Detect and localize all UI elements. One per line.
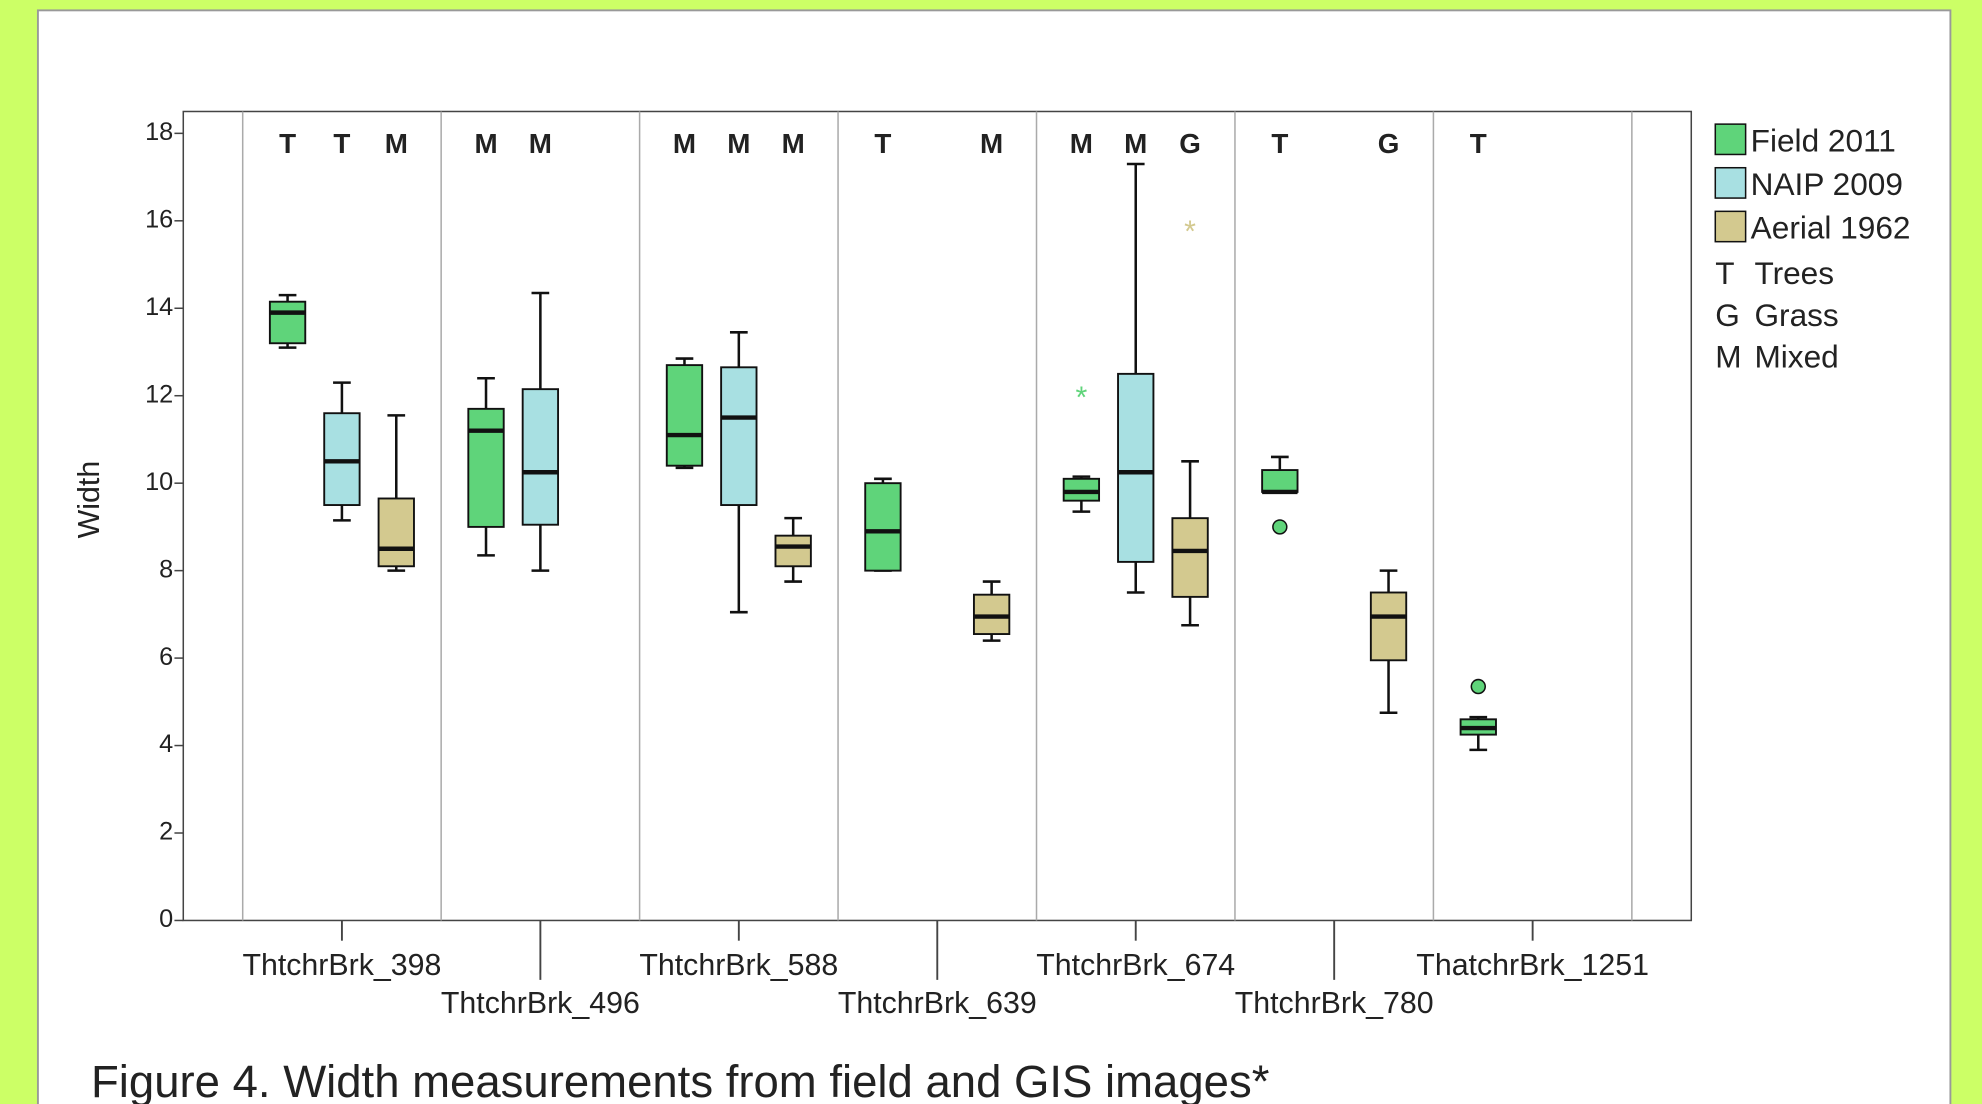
x-tick-label: ThatchrBrk_1251 [1416, 949, 1649, 982]
cover-label: T [1271, 128, 1288, 159]
cover-label: M [385, 128, 408, 159]
box [665, 364, 704, 467]
y-tick-label: 12 [145, 380, 173, 408]
cover-label: T [1470, 128, 1487, 159]
y-tick-label: 4 [159, 730, 173, 758]
y-tick-label: 0 [159, 905, 173, 933]
cover-label: T [874, 128, 891, 159]
legend-label: Aerial 1962 [1751, 210, 1911, 246]
cover-label: M [1070, 128, 1093, 159]
key-code: T [1715, 255, 1734, 291]
cover-label: M [529, 128, 552, 159]
legend-label: Field 2011 [1751, 122, 1896, 158]
box [1117, 372, 1155, 563]
caption: Figure 4. Width measurements from field … [91, 1056, 1269, 1104]
key-label: Grass [1754, 297, 1838, 333]
y-tick-label: 16 [145, 205, 173, 233]
box [377, 497, 415, 568]
plot-area [182, 110, 1693, 922]
y-tick-label: 14 [145, 293, 173, 321]
legend-swatch [1714, 166, 1747, 199]
key-code: M [1715, 339, 1741, 375]
legend-swatch [1714, 210, 1747, 243]
legend-swatch [1714, 123, 1747, 156]
y-tick-label: 10 [145, 468, 173, 496]
extreme: * [1184, 215, 1196, 248]
box [1369, 591, 1408, 662]
cover-label: M [474, 128, 497, 159]
cover-label: M [980, 128, 1003, 159]
x-tick-label: ThtchrBrk_588 [639, 949, 838, 982]
x-tick-label: ThtchrBrk_398 [242, 949, 441, 982]
key-code: G [1715, 297, 1740, 333]
cover-label: T [333, 128, 350, 159]
key-label: Trees [1754, 255, 1834, 291]
cover-label: M [727, 128, 750, 159]
cover-label: M [782, 128, 805, 159]
cover-label: T [279, 128, 296, 159]
cover-label: M [1124, 128, 1147, 159]
cover-label: G [1378, 128, 1400, 159]
box [1261, 469, 1299, 493]
extreme: * [1075, 382, 1087, 415]
box [1171, 517, 1209, 598]
box [720, 366, 758, 506]
box [774, 534, 812, 568]
cover-label: M [673, 128, 696, 159]
outlier [1272, 519, 1288, 535]
box [268, 300, 307, 345]
x-tick-label: ThtchrBrk_780 [1235, 987, 1434, 1020]
y-tick-label: 18 [145, 118, 173, 146]
key-label: Mixed [1754, 339, 1838, 375]
box [521, 388, 560, 526]
outlier [1470, 678, 1486, 695]
y-tick-label: 8 [159, 555, 173, 583]
cover-label: G [1179, 128, 1201, 159]
x-tick-label: ThtchrBrk_496 [441, 987, 640, 1020]
x-tick-label: ThtchrBrk_639 [838, 987, 1037, 1020]
y-tick-label: 6 [159, 643, 173, 671]
box [864, 482, 902, 572]
y-axis-label: Width [73, 461, 106, 539]
x-tick-label: ThtchrBrk_674 [1036, 949, 1235, 982]
y-tick-label: 2 [159, 818, 173, 846]
legend-label: NAIP 2009 [1751, 166, 1903, 202]
box [467, 407, 505, 528]
